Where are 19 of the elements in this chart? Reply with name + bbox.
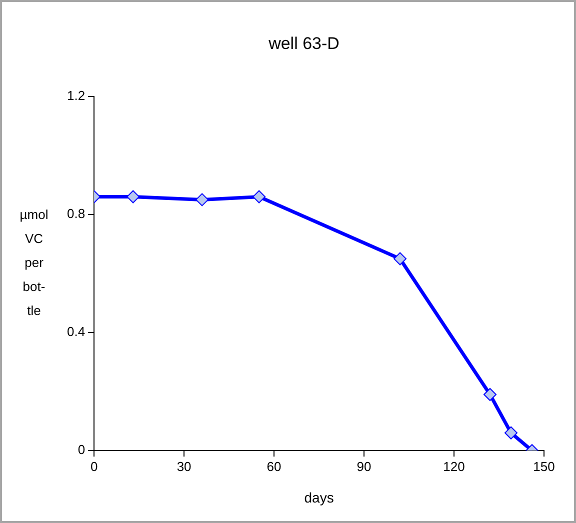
point <box>196 193 209 206</box>
point <box>484 388 497 402</box>
y-tick-label: 0 <box>78 442 86 458</box>
point <box>504 426 518 440</box>
chart-title: well 63-D <box>268 34 340 53</box>
point <box>126 190 140 204</box>
point <box>394 252 407 266</box>
x-tick-label: 150 <box>533 458 555 474</box>
x-tick-label: 120 <box>443 458 465 474</box>
y-tick-label: 0.4 <box>66 324 86 340</box>
y-tick-label: 1.2 <box>66 88 86 103</box>
y-tick-label: 0.8 <box>66 206 86 222</box>
x-tick-label: 60 <box>266 458 282 474</box>
x-tick-label: 30 <box>176 458 192 474</box>
x-tick-label: 90 <box>356 458 372 474</box>
point <box>252 190 266 204</box>
x-axis-title: days <box>304 489 334 506</box>
x-tick-label: 0 <box>90 458 98 474</box>
y-axis-title: µmol VC per bot-tle <box>20 207 48 318</box>
